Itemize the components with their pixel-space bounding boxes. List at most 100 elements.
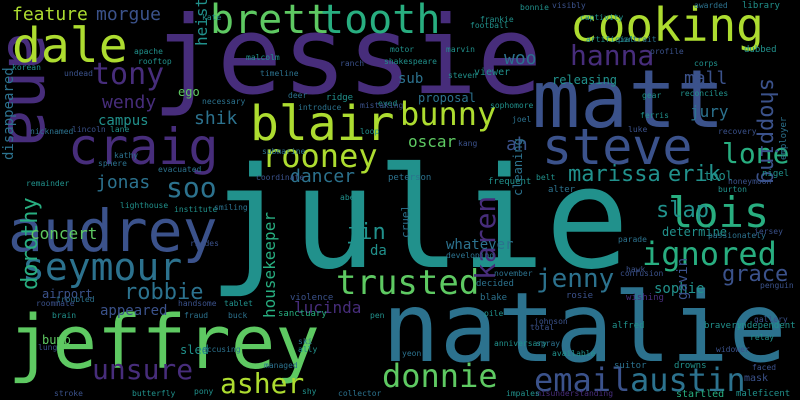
word-jonas: jonas [96, 172, 151, 193]
word-deer: deer [288, 91, 308, 100]
word-morgue: morgue [96, 4, 162, 25]
word-craig: craig [68, 118, 219, 176]
word-ski: ski [298, 337, 313, 346]
word-ranch: ranch [340, 59, 365, 68]
word-proposal: proposal [418, 91, 476, 105]
word-pen: pen [370, 311, 385, 320]
word-ego: ego [178, 85, 200, 99]
word-coordinate: coordinate [256, 173, 305, 182]
word-spray: spray [536, 339, 561, 348]
word-independent: independent [736, 321, 796, 331]
word-buck: buck [228, 311, 248, 320]
word-gallery: gallery [754, 315, 788, 324]
word-total: total [530, 323, 555, 332]
word-appeared: appeared [100, 303, 168, 319]
word-rooney: rooney [262, 137, 378, 175]
word-peterson: peterson [388, 173, 432, 183]
word-tool: tool [704, 169, 733, 183]
word-robbie: robbie [124, 280, 204, 305]
word-campus: campus [98, 113, 149, 129]
word-lucinda: lucinda [294, 298, 362, 317]
word-reconciles: reconciles [680, 89, 729, 98]
word-jin: jin [346, 220, 386, 245]
word-sophie: sophie [654, 281, 705, 297]
word-bonnie: bonnie [520, 3, 549, 12]
word-tony: tony [92, 57, 165, 92]
word-apache: apache [134, 47, 163, 56]
word-cleaning: cleaning [511, 138, 525, 196]
word-maleficent: maleficent [736, 389, 791, 399]
word-asher: asher [220, 367, 305, 400]
word-blake: blake [480, 293, 508, 303]
word-lung: lung [38, 343, 58, 352]
word-pile: pile [484, 309, 504, 318]
word-gear: gear [642, 91, 662, 100]
word-jersey: jersey [754, 227, 783, 236]
word-kang: kang [458, 139, 478, 148]
word-malcolm: malcolm [246, 53, 280, 62]
word-sophomore: sophomore [490, 101, 534, 110]
word-football: football [470, 21, 509, 30]
word-faced: faced [752, 363, 777, 372]
word-honeymoon: honeymoon [728, 177, 772, 186]
word-steve: steve [542, 118, 693, 176]
word-stroke: stroke [54, 389, 83, 398]
word-shik: shik [194, 108, 238, 129]
word-marvin: marvin [446, 45, 475, 54]
word-ah: ah [506, 134, 528, 155]
word-seymour: seymour [22, 245, 183, 289]
word-passionately: passionately [708, 231, 766, 240]
word-gavin: gavin [675, 257, 691, 300]
word-austin: austin [630, 361, 746, 399]
word-library: library [742, 1, 780, 11]
word-mistaking: mistaking [360, 101, 404, 110]
word-oscar: oscar [408, 132, 457, 151]
word-employer: employer [779, 116, 789, 160]
word-erik: erik [668, 162, 721, 187]
word-bump: bump [42, 333, 71, 347]
word-nicknamed: nicknamed [30, 127, 74, 136]
word-november: november [494, 269, 533, 278]
word-wishing: wishing [626, 293, 664, 303]
word-fraud: fraud [184, 311, 209, 320]
word-hawk: hawk [626, 265, 646, 274]
word-captivity: captivity [580, 13, 624, 22]
word-joel: joel [512, 115, 532, 124]
word-ally: ally [298, 345, 318, 354]
word-confusion: confusion [620, 269, 664, 278]
word-widower: widower [716, 345, 750, 354]
word-corps: corps [694, 59, 719, 68]
word-tooth: tooth [320, 0, 441, 43]
word-drowns: drowns [674, 361, 707, 371]
word-timeline: timeline [260, 69, 299, 78]
word-institute: institute [174, 205, 218, 214]
word-blair: blair [250, 96, 395, 152]
word-heist: heist [192, 0, 211, 46]
word-relay: relay [750, 333, 775, 342]
word-developing: developing [446, 251, 495, 260]
word-sphere: sphere [98, 159, 127, 168]
word-remainder: remainder [26, 179, 70, 188]
word-pony: pony [194, 387, 214, 396]
word-undead: undead [64, 69, 93, 78]
word-accusing: accusing [202, 345, 241, 354]
word-ignored: ignored [642, 235, 777, 273]
word-soo: soo [166, 171, 217, 204]
word-concert: concert [30, 224, 98, 243]
word-kate: kate [202, 13, 222, 22]
word-loop: loop [360, 127, 380, 136]
word-lane: lane [110, 125, 130, 134]
word-disappeared: disappeared [1, 67, 17, 160]
word-troubled: troubled [56, 295, 95, 304]
word-burton: burton [718, 185, 747, 194]
word-handsome: handsome [178, 299, 217, 308]
word-marissa: marissa [568, 162, 661, 187]
word-determine: determine [662, 225, 728, 239]
word-collector: collector [338, 389, 382, 398]
word-sanctuary: sanctuary [278, 309, 327, 319]
word-sub: sub [398, 71, 424, 87]
word-anniversary: anniversary [494, 339, 547, 348]
word-grace: grace [722, 262, 789, 287]
word-donnie: donnie [382, 357, 498, 395]
word-bravery: bravery [704, 321, 742, 331]
